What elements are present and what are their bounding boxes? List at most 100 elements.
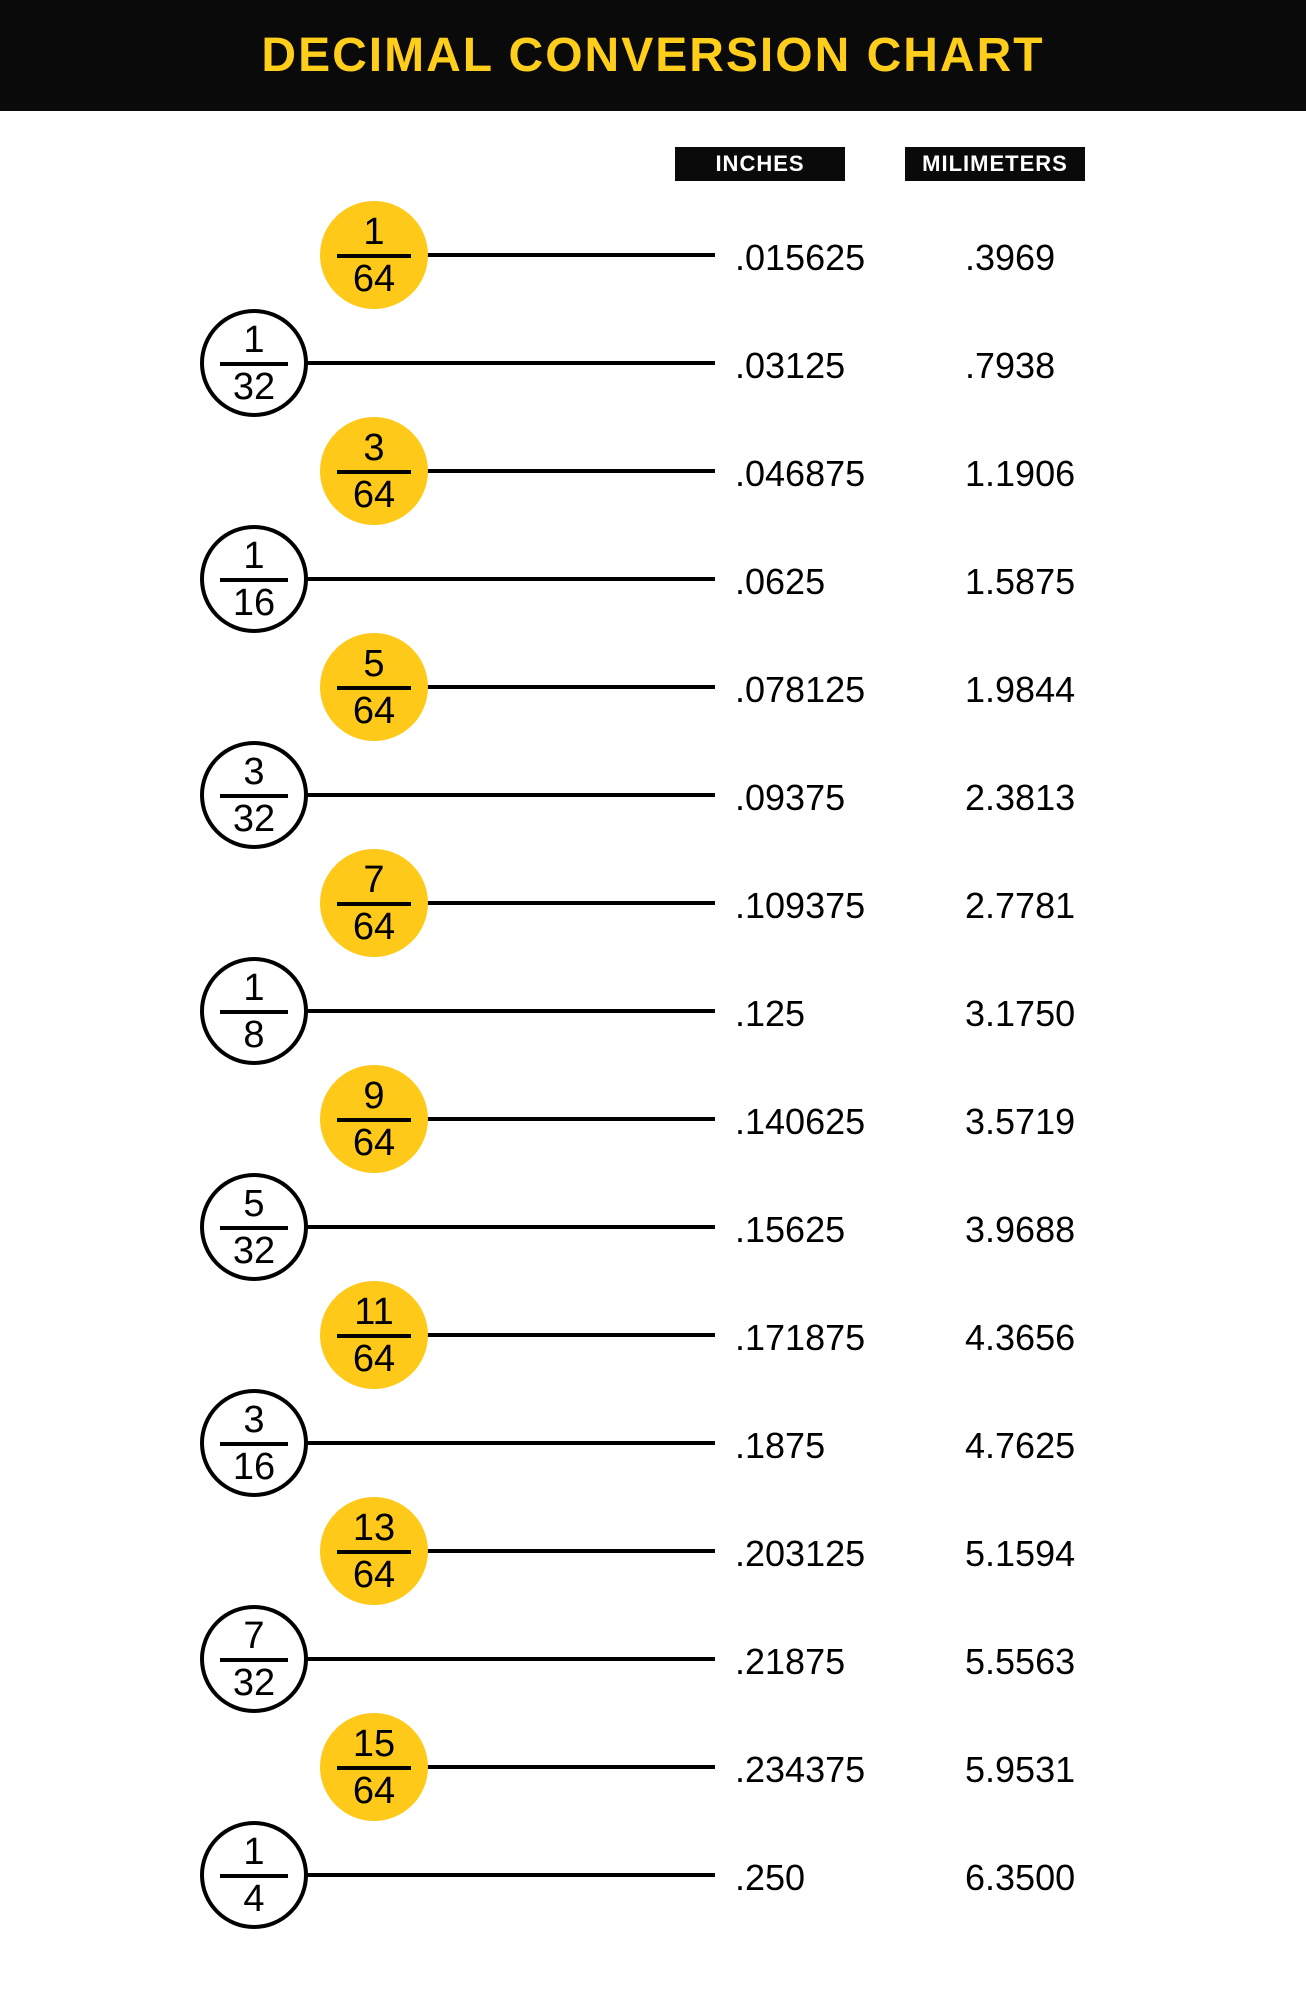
fraction-circle: 116 (200, 525, 308, 633)
connector-line (254, 1873, 715, 1877)
fraction-numerator: 1 (243, 1833, 264, 1871)
fraction-circle: 18 (200, 957, 308, 1065)
fraction-bar (220, 578, 288, 582)
fraction-circle: 532 (200, 1173, 308, 1281)
mm-value: 1.1906 (965, 453, 1145, 495)
connector-line (254, 1009, 715, 1013)
fraction-circle: 316 (200, 1389, 308, 1497)
fraction-numerator: 5 (243, 1185, 264, 1223)
mm-value: .7938 (965, 345, 1145, 387)
fraction-numerator: 13 (353, 1509, 395, 1547)
connector-line (254, 361, 715, 365)
table-row: 532.156253.9688 (60, 1173, 1246, 1281)
fraction-denominator: 32 (233, 368, 275, 406)
fraction-denominator: 32 (233, 1664, 275, 1702)
fraction-circle: 164 (320, 201, 428, 309)
mm-value: 3.5719 (965, 1101, 1145, 1143)
fraction-denominator: 64 (353, 1556, 395, 1594)
mm-value: .3969 (965, 237, 1145, 279)
inches-value: .125 (735, 993, 905, 1035)
table-row: 764.1093752.7781 (60, 849, 1246, 957)
fraction-denominator: 64 (353, 476, 395, 514)
row-values: .2506.3500 (735, 1857, 1145, 1899)
fraction-circle: 564 (320, 633, 428, 741)
table-row: 132.03125.7938 (60, 309, 1246, 417)
fraction-denominator: 64 (353, 1124, 395, 1162)
row-values: .15625 3.9688 (735, 1209, 1145, 1251)
fraction-numerator: 7 (243, 1617, 264, 1655)
fraction-denominator: 64 (353, 260, 395, 298)
mm-value: 1.5875 (965, 561, 1145, 603)
row-values: .1093752.7781 (735, 885, 1145, 927)
fraction-bar (220, 1658, 288, 1662)
inches-value: .1875 (735, 1425, 905, 1467)
row-values: .03125 .7938 (735, 345, 1145, 387)
connector-line (254, 577, 715, 581)
table-row: 364.0468751.1906 (60, 417, 1246, 525)
fraction-denominator: 64 (353, 908, 395, 946)
fraction-bar (337, 1550, 410, 1554)
inches-value: .09375 (735, 777, 905, 819)
inches-value: .015625 (735, 237, 905, 279)
fraction-bar (337, 1766, 410, 1770)
fraction-numerator: 1 (363, 213, 384, 251)
fraction-numerator: 15 (353, 1725, 395, 1763)
mm-label: MILIMETERS (905, 147, 1085, 181)
fraction-numerator: 1 (243, 321, 264, 359)
fraction-numerator: 1 (243, 969, 264, 1007)
fraction-circle: 964 (320, 1065, 428, 1173)
inches-value: .171875 (735, 1317, 905, 1359)
inches-value: .03125 (735, 345, 905, 387)
fraction-bar (337, 686, 410, 690)
fraction-circle: 364 (320, 417, 428, 525)
mm-value: 1.9844 (965, 669, 1145, 711)
fraction-bar (337, 254, 410, 258)
table-row: 316.18754.7625 (60, 1389, 1246, 1497)
table-row: 164.015625.3969 (60, 201, 1246, 309)
mm-value: 3.9688 (965, 1209, 1145, 1251)
row-values: .1406253.5719 (735, 1101, 1145, 1143)
inches-value: .203125 (735, 1533, 905, 1575)
fraction-circle: 1164 (320, 1281, 428, 1389)
fraction-numerator: 5 (363, 645, 384, 683)
mm-value: 4.3656 (965, 1317, 1145, 1359)
inches-value: .21875 (735, 1641, 905, 1683)
row-values: .1253.1750 (735, 993, 1145, 1035)
mm-value: 5.1594 (965, 1533, 1145, 1575)
connector-line (254, 1225, 715, 1229)
fraction-circle: 732 (200, 1605, 308, 1713)
fraction-bar (337, 470, 410, 474)
table-row: 1364.2031255.1594 (60, 1497, 1246, 1605)
fraction-bar (220, 1226, 288, 1230)
fraction-numerator: 9 (363, 1077, 384, 1115)
inches-label: INCHES (675, 147, 845, 181)
fraction-denominator: 64 (353, 1340, 395, 1378)
inches-value: .0625 (735, 561, 905, 603)
fraction-bar (220, 1010, 288, 1014)
inches-value: .15625 (735, 1209, 905, 1251)
fraction-circle: 132 (200, 309, 308, 417)
fraction-numerator: 3 (243, 1401, 264, 1439)
fraction-denominator: 64 (353, 1772, 395, 1810)
fraction-denominator: 4 (243, 1880, 264, 1918)
table-row: 18 .1253.1750 (60, 957, 1246, 1065)
fraction-circle: 764 (320, 849, 428, 957)
fraction-circle: 14 (200, 1821, 308, 1929)
fraction-bar (337, 1334, 410, 1338)
table-row: 14.2506.3500 (60, 1821, 1246, 1929)
table-row: 116 .0625 1.5875 (60, 525, 1246, 633)
table-row: 1164.1718754.3656 (60, 1281, 1246, 1389)
row-values: .015625 .3969 (735, 237, 1145, 279)
fraction-numerator: 1 (243, 537, 264, 575)
mm-value: 2.7781 (965, 885, 1145, 927)
fraction-denominator: 32 (233, 1232, 275, 1270)
fraction-bar (220, 794, 288, 798)
fraction-numerator: 11 (354, 1293, 393, 1331)
fraction-bar (337, 902, 410, 906)
fraction-numerator: 7 (363, 861, 384, 899)
connector-line (254, 793, 715, 797)
row-values: .0625 1.5875 (735, 561, 1145, 603)
row-values: .078125 1.9844 (735, 669, 1145, 711)
fraction-circle: 1364 (320, 1497, 428, 1605)
inches-value: .078125 (735, 669, 905, 711)
